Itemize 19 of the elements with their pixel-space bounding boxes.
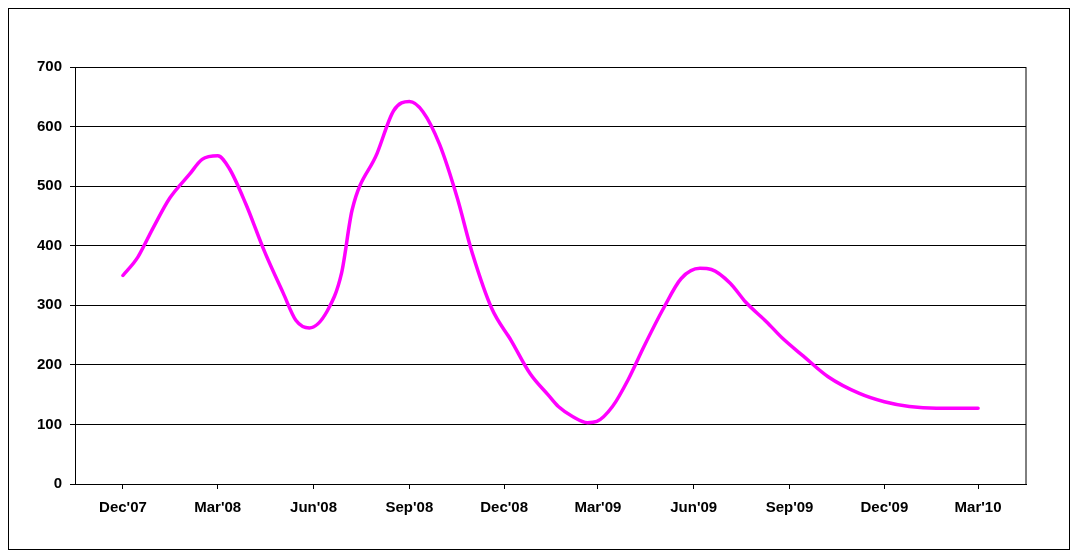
y-tick-label: 100 (37, 414, 63, 432)
x-tick-label: Sep'09 (765, 498, 814, 516)
y-tick-label: 500 (37, 176, 63, 194)
x-tick-label: Dec'09 (860, 498, 909, 516)
x-tick-label: Mar'08 (194, 498, 242, 516)
y-tick-label: 700 (37, 57, 63, 75)
x-tick-label: Jun'08 (290, 498, 338, 516)
x-tick-label: Mar'09 (574, 498, 622, 516)
x-tick-label: Sep'08 (385, 498, 434, 516)
x-tick-label: Mar'10 (954, 498, 1002, 516)
y-tick-label: 300 (37, 295, 63, 313)
line-series (121, 99, 980, 425)
y-tick-label: 600 (37, 116, 63, 134)
x-tick-label: Dec'08 (480, 498, 529, 516)
y-tick-label: 400 (37, 235, 63, 253)
x-tick-label: Dec'07 (99, 498, 147, 516)
y-tick-label: 200 (37, 355, 63, 372)
y-tick-label: 0 (53, 474, 63, 492)
x-tick-label: Jun'09 (670, 498, 718, 516)
